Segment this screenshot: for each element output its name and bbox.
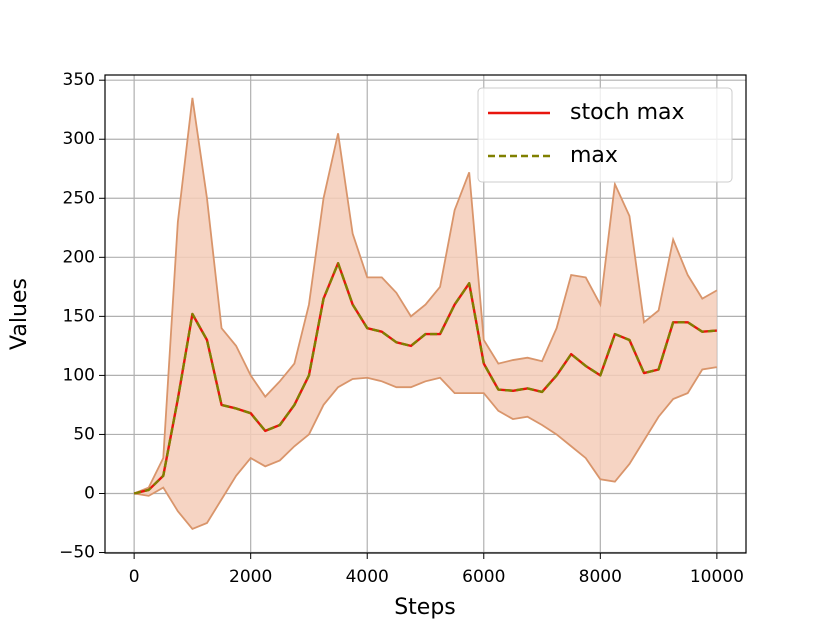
y-tick-label: 0 [84, 483, 95, 503]
legend-box [477, 87, 733, 183]
band-fill [134, 97, 717, 529]
x-tick-label: 8000 [579, 567, 622, 587]
band-edge [133, 97, 718, 495]
y-tick-label: 200 [63, 247, 95, 267]
x-axis-label: Steps [394, 595, 456, 620]
legend-label: max [570, 143, 618, 168]
y-tick-label: 350 [63, 70, 95, 90]
y-tick-label: 150 [63, 306, 95, 326]
y-axis-label: Values [7, 278, 32, 350]
band-edge [133, 366, 718, 530]
y-tick-label: 50 [73, 424, 95, 444]
x-tick-label: 2000 [229, 567, 272, 587]
y-tick-label: 250 [63, 188, 95, 208]
legend: stoch max max [477, 87, 733, 183]
x-tick-label: 4000 [346, 567, 389, 587]
line [133, 262, 717, 495]
plot-frame [104, 74, 747, 554]
y-tick-label: −50 [59, 543, 95, 563]
x-tick-label: 0 [129, 567, 140, 587]
y-tick-label: 300 [63, 129, 95, 149]
legend-label: stoch max [570, 100, 685, 125]
y-tick-label: 100 [63, 365, 95, 385]
x-tick-label: 6000 [462, 567, 505, 587]
x-tick-label: 10000 [690, 567, 744, 587]
